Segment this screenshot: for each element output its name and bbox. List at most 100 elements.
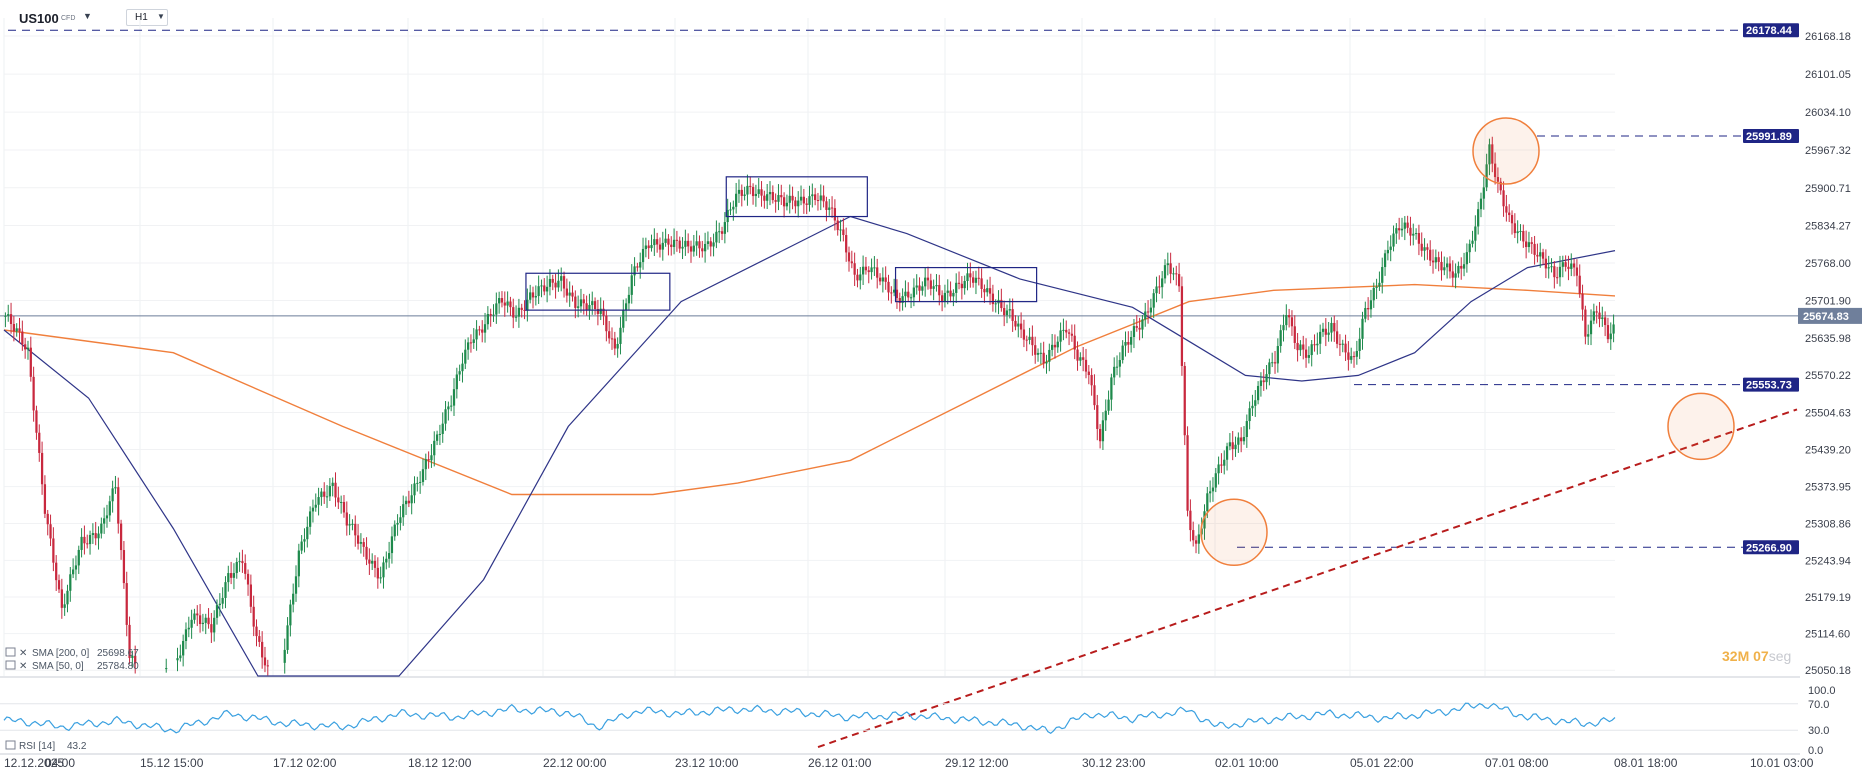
candle-body [435,434,439,441]
candle [1361,311,1364,350]
candle [1372,282,1375,308]
candle-body [1572,263,1576,268]
candle-body [1338,343,1342,345]
candle-body [1595,311,1598,313]
candle-body [458,371,461,375]
candle [574,290,577,319]
candle [1578,264,1581,298]
candle-body [1398,228,1401,231]
candle [1522,224,1525,248]
candle [1454,263,1457,289]
candle [362,538,365,557]
candle [771,185,774,204]
candle-body [1539,252,1542,257]
candle-body [354,523,357,536]
candle-body [548,278,552,287]
candle-body [1127,342,1130,345]
candle-body [348,524,351,526]
symbol-name[interactable]: US100 [19,11,59,26]
candle-body [799,196,803,201]
candle [811,183,814,208]
candle-body [402,504,405,518]
candle [1389,235,1392,262]
candle [1398,217,1401,240]
candle-body [949,290,952,297]
candle-body [500,298,504,303]
candle [514,305,518,322]
candle-body [986,288,989,293]
candle [1130,330,1133,353]
candle [503,291,506,317]
candle-body [1121,345,1124,361]
candle [545,275,549,303]
candle-body [957,282,961,284]
candle [1124,331,1127,357]
candle [57,574,61,594]
candle-body [802,196,805,204]
candle-body [856,274,859,281]
candle-body [266,665,269,667]
candle-body [1031,336,1034,346]
candle-body [1285,315,1288,326]
candle-body [1324,328,1327,335]
candle [1022,319,1026,348]
candle [1553,261,1556,289]
candle [1245,414,1248,448]
candle [723,212,726,244]
candle-body [345,512,348,526]
candle-body [1446,263,1449,268]
candle [932,279,935,301]
candle-body [943,292,947,302]
candle-body [1237,437,1240,445]
candle [77,545,80,574]
candle-body [782,197,786,207]
candle-body [351,523,354,525]
candle [658,237,662,258]
candle [1115,355,1119,376]
candle-body [830,207,834,209]
candle-body [960,283,963,289]
candle-body [955,282,958,293]
candle [26,340,30,360]
symbol-dropdown-icon[interactable]: ▼ [83,11,92,21]
candle [134,645,137,674]
candle [661,231,664,261]
candle [495,292,498,324]
trendline [817,408,1798,748]
candle-body [1392,233,1395,247]
candle-body [1327,332,1330,335]
candle-body [204,617,207,623]
candle-body [1457,265,1460,274]
time-axis-label: 04:00 [45,756,75,770]
candle [543,278,546,296]
candle-body [7,314,10,316]
rsi-axis-label: 30.0 [1808,725,1829,737]
candle [356,524,360,550]
candle-body [303,539,306,542]
price-axis-label: 25179.19 [1805,592,1851,604]
candle-body [1019,323,1023,330]
candle [1502,181,1505,217]
candle-body [286,625,289,650]
candle [887,274,890,301]
candle-body [86,543,89,545]
candle-body [678,240,681,249]
candle-body [562,276,566,289]
candle [1042,341,1045,369]
candle-body [1496,177,1500,182]
candle [955,273,958,303]
candle [83,525,86,555]
candle-body [103,518,106,524]
candle-body [498,298,501,304]
candle-body [1039,352,1042,354]
candle [125,571,128,637]
candle-body [540,285,543,287]
timeframe-selector[interactable]: H1 ▼ [126,9,168,26]
candle [960,276,963,300]
candle [972,271,975,288]
candle-body [1448,263,1452,272]
candle-body [1155,286,1158,294]
candle [828,198,831,216]
candle-body [252,606,255,627]
